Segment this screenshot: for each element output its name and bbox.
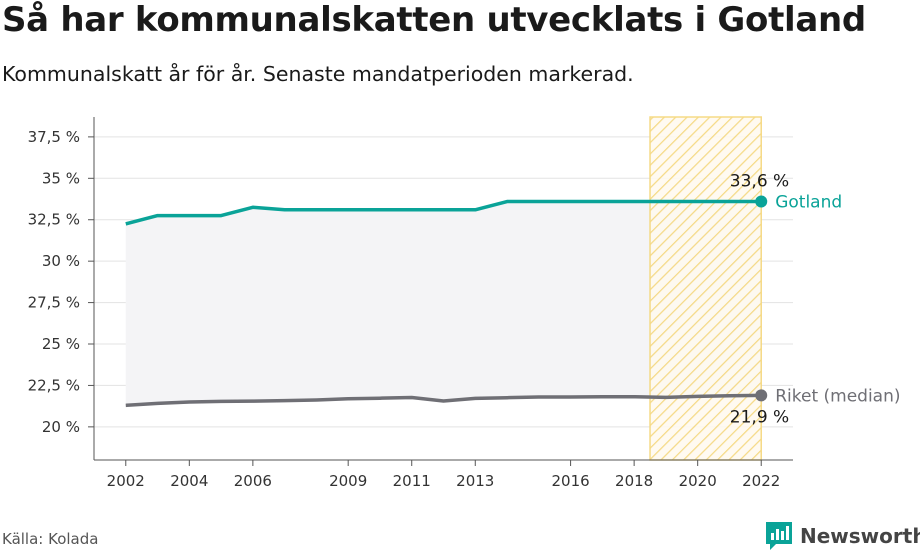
series-line — [125, 393, 762, 408]
end-point — [755, 195, 768, 208]
highlight-period — [649, 116, 762, 461]
range-band — [125, 201, 762, 406]
value-label: 21,9 % — [730, 407, 789, 427]
y-tick-label: 25 % — [42, 335, 80, 353]
brand-name: Newsworthy — [800, 524, 920, 548]
chart-subtitle: Kommunalskatt år för år. Senaste mandatp… — [2, 62, 634, 86]
x-tick-label: 2016 — [551, 472, 589, 490]
x-tick-label: 2011 — [393, 472, 431, 490]
series-line — [125, 199, 762, 226]
series-name-label: Gotland — [775, 193, 842, 213]
y-tick-label: 32,5 % — [28, 211, 80, 229]
y-tick-label: 22,5 % — [28, 376, 80, 394]
value-label: 33,6 % — [730, 172, 789, 192]
source-note: Källa: Kolada — [2, 530, 99, 548]
newsworthy-logo-icon — [766, 522, 792, 550]
end-point — [755, 389, 768, 402]
chart-title: Så har kommunalskatten utvecklats i Gotl… — [2, 0, 866, 40]
y-tick-label: 35 % — [42, 169, 80, 187]
x-tick-label: 2013 — [456, 472, 494, 490]
y-tick-label: 20 % — [42, 418, 80, 436]
term-highlight — [649, 116, 762, 461]
y-tick-label: 27,5 % — [28, 294, 80, 312]
x-tick-label: 2002 — [107, 472, 145, 490]
series-band — [125, 201, 762, 406]
x-tick-label: 2004 — [170, 472, 208, 490]
y-tick-label: 30 % — [42, 252, 80, 270]
series-lines — [125, 195, 768, 408]
x-tick-label: 2009 — [329, 472, 367, 490]
brand: Newsworthy — [764, 520, 920, 552]
y-tick-label: 37,5 % — [28, 128, 80, 146]
x-tick-label: 2018 — [615, 472, 653, 490]
x-tick-label: 2006 — [234, 472, 272, 490]
x-tick-label: 2022 — [742, 472, 780, 490]
x-tick-label: 2020 — [679, 472, 717, 490]
series-name-label: Riket (median) — [775, 386, 900, 406]
x-axis: 2002 2004 2006 2009 2011 2013 2016 2018 2020 2022 — [94, 459, 793, 490]
y-axis: 20 % 22,5 % 25 % 27,5 % 30 % 32,5 % 35 % 37,5 % — [28, 117, 95, 460]
